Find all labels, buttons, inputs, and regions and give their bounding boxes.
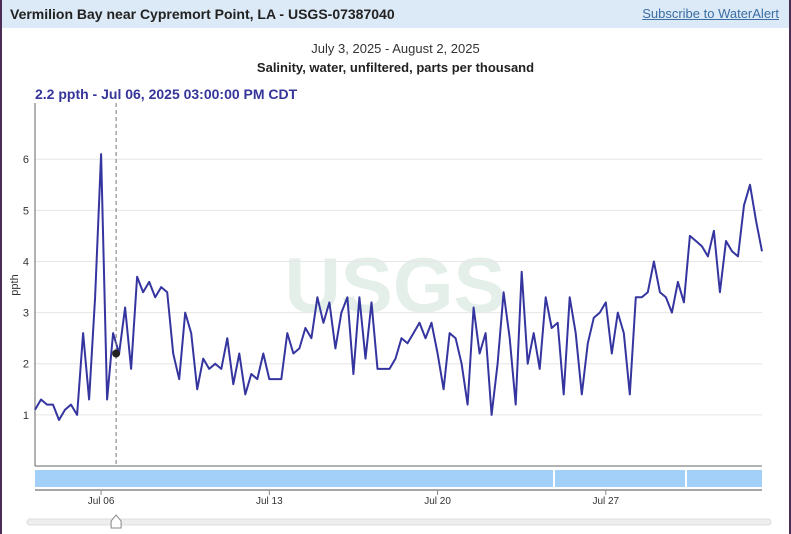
y-tick-label: 6 bbox=[23, 154, 29, 166]
y-axis-label: ppth bbox=[9, 274, 21, 295]
time-slider-track[interactable] bbox=[26, 518, 772, 526]
x-tick-label: Jul 13 bbox=[256, 496, 283, 507]
y-tick-label: 3 bbox=[23, 308, 29, 320]
brush-segment[interactable] bbox=[687, 470, 762, 487]
site-header: Vermilion Bay near Cypremort Point, LA -… bbox=[2, 0, 789, 28]
y-tick-label: 5 bbox=[23, 205, 29, 217]
cursor-tooltip: 2.2 ppth - Jul 06, 2025 03:00:00 PM CDT bbox=[35, 86, 298, 102]
subscribe-wateralert-link[interactable]: Subscribe to WaterAlert bbox=[642, 6, 779, 21]
site-title: Vermilion Bay near Cypremort Point, LA -… bbox=[10, 6, 395, 22]
brush-band[interactable] bbox=[35, 470, 762, 487]
salinity-series-line bbox=[34, 153, 763, 421]
brush-segment[interactable] bbox=[35, 470, 553, 487]
date-range: July 3, 2025 - August 2, 2025 bbox=[311, 41, 480, 56]
brush-segment[interactable] bbox=[555, 470, 685, 487]
y-tick-label: 1 bbox=[23, 410, 29, 422]
y-tick-label: 4 bbox=[23, 256, 29, 268]
parameter-title: Salinity, water, unfiltered, parts per t… bbox=[256, 60, 535, 75]
cursor-point bbox=[112, 349, 121, 358]
x-tick-label: Jul 20 bbox=[424, 496, 451, 507]
time-slider-thumb[interactable] bbox=[110, 514, 122, 529]
x-tick-label: Jul 06 bbox=[88, 496, 115, 507]
x-tick-label: Jul 27 bbox=[592, 496, 619, 507]
y-tick-label: 2 bbox=[23, 359, 29, 371]
